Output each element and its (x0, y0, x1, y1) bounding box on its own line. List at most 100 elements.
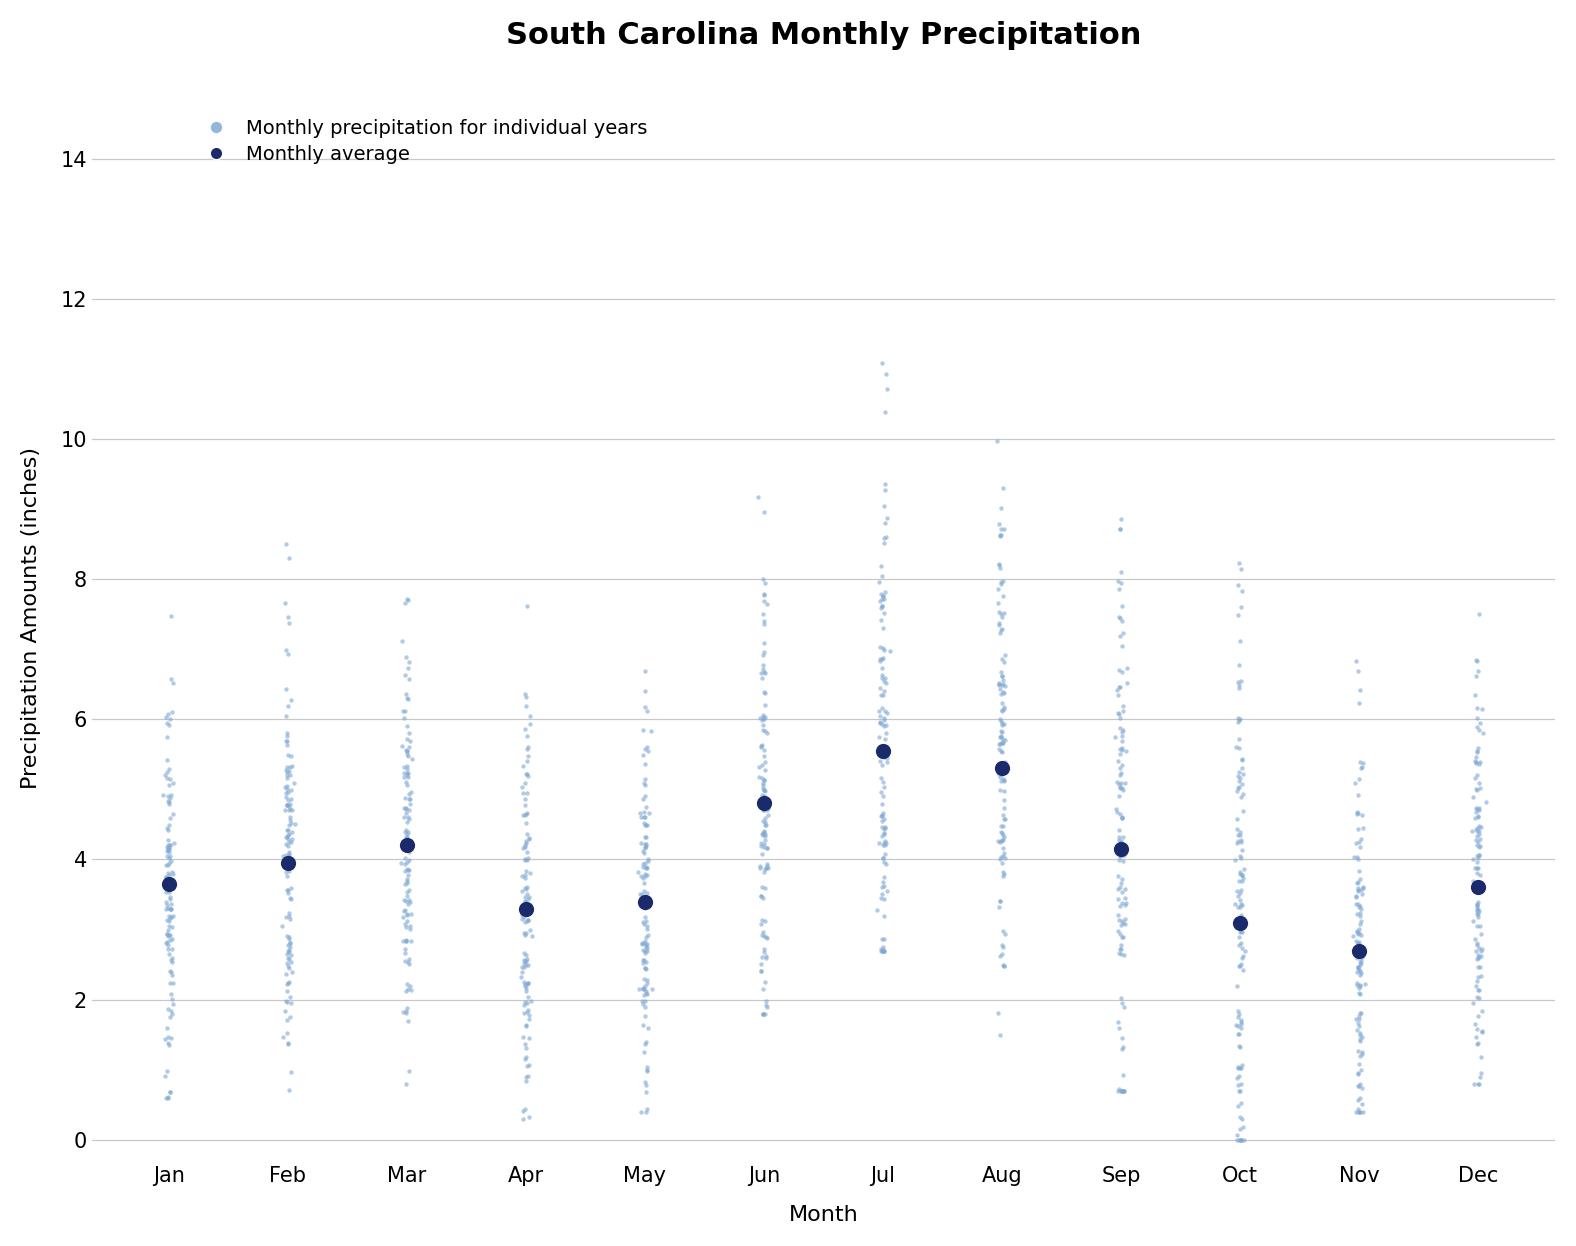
Point (634, 836, 659, 856)
Point (634, 826, 659, 846)
Point (514, 751, 539, 771)
Point (392, 701, 418, 721)
Point (156, 877, 181, 897)
Point (396, 895, 421, 915)
Point (634, 857, 659, 877)
Point (509, 881, 534, 901)
Point (276, 906, 301, 926)
Point (514, 597, 539, 617)
Point (755, 594, 780, 614)
Point (158, 925, 183, 944)
Point (512, 951, 537, 971)
Point (987, 764, 1012, 784)
Point (509, 957, 534, 977)
Point (391, 907, 416, 927)
Point (1463, 1014, 1488, 1034)
Point (396, 763, 421, 782)
Point (277, 795, 303, 815)
Point (394, 741, 419, 761)
Point (868, 609, 894, 629)
Point (1105, 771, 1130, 791)
Point (1225, 810, 1250, 830)
Point (872, 852, 897, 872)
Point (990, 763, 1015, 782)
Point (396, 591, 421, 611)
Point (987, 946, 1012, 966)
Point (634, 700, 659, 720)
Point (1346, 1101, 1371, 1121)
Point (1347, 911, 1373, 931)
Point (391, 901, 416, 921)
Point (635, 1018, 660, 1038)
Point (1110, 778, 1135, 797)
Point (753, 815, 779, 835)
Point (397, 976, 422, 996)
Point (397, 738, 422, 758)
Point (394, 729, 419, 749)
Point (1347, 1101, 1373, 1121)
Point (514, 898, 539, 918)
Point (873, 817, 898, 837)
Point (875, 751, 900, 771)
Point (1225, 831, 1250, 851)
Point (872, 941, 897, 961)
Point (515, 956, 541, 976)
Point (276, 942, 301, 962)
Point (634, 920, 659, 939)
Point (1110, 697, 1135, 716)
Point (1469, 941, 1494, 961)
Point (1346, 925, 1371, 944)
Point (1228, 865, 1253, 885)
Point (1113, 913, 1138, 933)
Point (873, 854, 898, 873)
Point (512, 1034, 537, 1054)
Point (1225, 1095, 1250, 1115)
Point (514, 850, 539, 870)
Point (158, 769, 183, 789)
Point (1110, 927, 1135, 947)
Point (158, 669, 183, 689)
Point (1108, 842, 1133, 862)
Point (1463, 976, 1488, 996)
Point (993, 849, 1018, 868)
Point (1464, 948, 1489, 968)
Point (159, 939, 184, 959)
Point (1226, 553, 1251, 573)
Point (1349, 758, 1374, 778)
Point (990, 733, 1015, 753)
Point (752, 911, 777, 931)
Point (632, 866, 657, 886)
Point (1226, 1130, 1251, 1150)
Point (159, 862, 184, 882)
Point (1110, 720, 1135, 740)
Point (1106, 1079, 1132, 1099)
Y-axis label: Precipitation Amounts (inches): Precipitation Amounts (inches) (20, 446, 41, 789)
Point (1223, 1014, 1248, 1034)
Point (752, 695, 777, 715)
Point (872, 773, 897, 792)
Point (752, 770, 777, 790)
Point (632, 941, 657, 961)
Point (151, 873, 177, 893)
Point (1226, 738, 1251, 758)
Point (1346, 881, 1371, 901)
Point (514, 832, 539, 852)
Point (514, 726, 539, 746)
Point (1351, 819, 1376, 839)
Point (1347, 976, 1373, 996)
Point (635, 984, 660, 1004)
Point (1346, 1090, 1371, 1110)
Point (1344, 974, 1370, 994)
Point (512, 774, 537, 794)
Point (1108, 915, 1133, 934)
Point (156, 877, 181, 897)
Point (1228, 1119, 1253, 1139)
Point (1466, 877, 1491, 897)
Point (1344, 905, 1370, 925)
Point (750, 837, 775, 857)
Point (274, 991, 299, 1011)
Point (276, 958, 301, 978)
Point (870, 668, 895, 688)
Point (1464, 895, 1489, 915)
Point (1228, 921, 1253, 941)
